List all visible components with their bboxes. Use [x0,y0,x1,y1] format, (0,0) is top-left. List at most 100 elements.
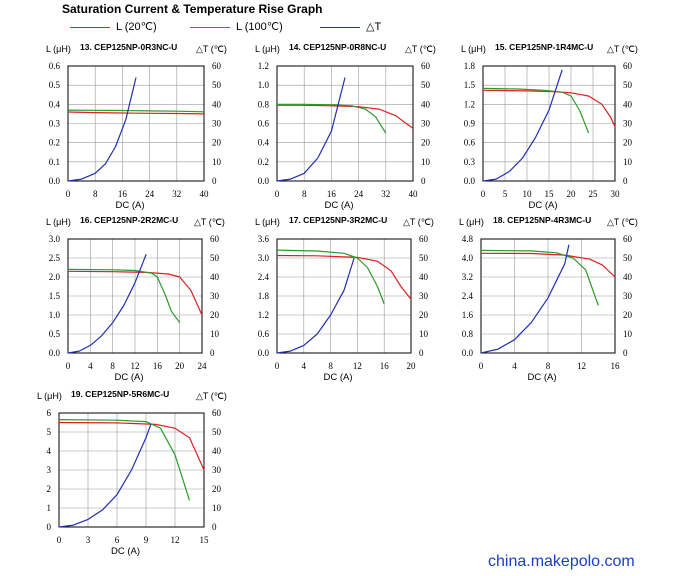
y-tick-label-right: 30 [419,291,429,301]
y-tick-label-right: 50 [210,253,220,263]
y-tick-label-left: 3.0 [258,253,270,263]
y-axis-label-right: △T (℃) [196,391,227,401]
y-tick-label-right: 20 [210,310,220,320]
chart-1: 13. CEP125NP-0R3NC-U L (μH) △T (℃) 0 8 16 24 32… [46,42,227,211]
y-tick-label-left: 0.0 [464,176,476,186]
y-tick-label-right: 60 [421,61,431,71]
chart-title: 19. CEP125NP-5R6MC-U [71,389,169,399]
y-tick-label-right: 50 [421,80,431,90]
x-tick-label: 0 [66,361,71,371]
y-tick-label-right: 60 [623,234,633,244]
y-tick-label-left: 3 [47,465,52,475]
x-tick-label: 8 [110,361,115,371]
y-tick-label-left: 1.5 [464,80,476,90]
y-tick-label-right: 40 [623,272,633,282]
plot-frame [276,65,414,182]
x-tick-label: 8 [93,189,98,199]
legend-label-l100: L (100℃) [236,21,283,33]
y-axis-label-left: L (μH) [255,217,280,227]
y-tick-label-right: 10 [212,503,222,513]
y-axis-label-left: L (μH) [459,217,484,227]
y-tick-label-left: 3.6 [258,234,270,244]
x-tick-label: 20 [567,189,577,199]
y-tick-label-right: 60 [212,408,222,418]
chart-title: 14. CEP125NP-0R8NC-U [289,42,386,52]
y-axis-label-left: L (μH) [461,44,486,54]
x-tick-label: 24 [354,189,364,199]
x-tick-label: 16 [380,361,390,371]
y-tick-label-right: 30 [623,291,633,301]
y-tick-label-right: 20 [212,484,222,494]
x-axis-label: DC (A) [323,372,352,383]
plot-frame [482,65,616,182]
x-tick-label: 20 [407,361,417,371]
y-axis-label-left: L (μH) [37,391,62,401]
x-tick-label: 8 [328,361,333,371]
series-line [276,249,385,305]
y-tick-label-left: 0.4 [49,99,61,109]
x-axis-label: DC (A) [115,200,144,211]
plot-frame [480,238,616,354]
series-line [67,111,205,115]
y-tick-label-right: 60 [212,61,222,71]
legend-label-l20: L (20℃) [116,21,157,33]
y-tick-label-right: 60 [419,234,429,244]
plot-frame [276,238,412,354]
y-tick-label-right: 0 [419,348,424,358]
x-tick-label: 10 [523,189,533,199]
x-tick-label: 20 [175,361,185,371]
x-tick-label: 0 [57,535,62,545]
x-tick-label: 40 [409,189,419,199]
series-line [277,104,414,129]
y-tick-label-left: 0.6 [49,61,61,71]
x-tick-label: 12 [171,535,180,545]
y-tick-label-right: 30 [212,465,222,475]
legend: L (20℃) L (100℃) △T [70,20,410,34]
series-line [58,421,205,471]
y-tick-label-left: 2.5 [49,253,61,263]
series-line [67,268,181,323]
series-line [67,109,205,113]
x-axis-label: DC (A) [324,200,353,211]
y-tick-label-left: 1.8 [258,291,270,301]
y-tick-label-right: 10 [210,329,220,339]
y-tick-label-left: 0.9 [464,119,476,129]
y-tick-label-left: 1.6 [462,310,474,320]
chart-2: 14. CEP125NP-0R8NC-U L (μH) △T (℃) 0 8 16 24 32… [255,42,436,211]
series-line [58,424,152,528]
y-tick-label-right: 20 [419,310,429,320]
y-tick-label-right: 40 [421,99,431,109]
y-tick-label-right: 30 [210,291,220,301]
y-tick-label-left: 0.6 [258,329,270,339]
y-axis-label-right: △T (℃) [196,44,227,54]
x-axis-label: DC (A) [528,200,557,211]
y-tick-label-left: 1 [47,503,52,513]
y-tick-label-right: 60 [623,61,633,71]
y-tick-label-left: 0.8 [258,99,270,109]
y-tick-label-left: 0.4 [258,138,270,148]
x-tick-label: 8 [302,189,307,199]
y-tick-label-right: 0 [212,522,217,532]
y-tick-label-right: 20 [623,138,633,148]
series-line [58,419,191,501]
x-tick-label: 6 [115,535,120,545]
series-line [482,89,616,127]
series-line [276,257,355,354]
series-line [276,77,346,182]
series-line [67,77,137,182]
x-tick-label: 32 [172,189,181,199]
y-axis-label-right: △T (℃) [607,217,638,227]
y-tick-label-right: 10 [623,329,633,339]
x-tick-label: 8 [546,361,551,371]
x-tick-label: 4 [302,361,307,371]
y-tick-label-right: 50 [212,427,222,437]
y-tick-label-right: 0 [421,176,426,186]
y-tick-label-left: 0.0 [462,348,474,358]
y-tick-label-right: 30 [212,119,222,129]
y-tick-label-right: 10 [623,157,633,167]
series-line [67,253,147,354]
y-axis-label-right: △T (℃) [403,217,434,227]
y-tick-label-left: 0.8 [462,329,474,339]
chart-title: 15. CEP125NP-1R4MC-U [495,42,593,52]
